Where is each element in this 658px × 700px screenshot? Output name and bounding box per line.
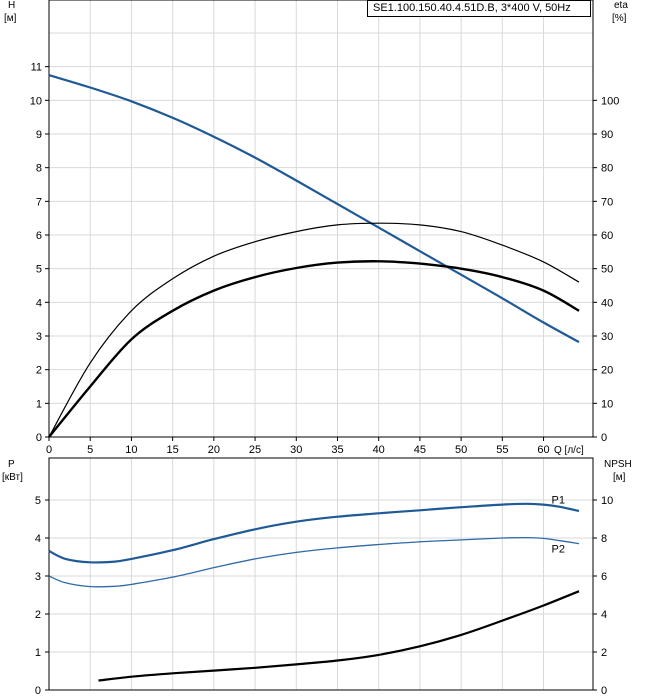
head-curve: [48, 74, 580, 344]
efficiency-tick-label: 30: [601, 331, 613, 343]
efficiency-tick-label: 10: [601, 398, 613, 410]
efficiency-axis-title: eta: [614, 0, 628, 11]
head-tick-label: 4: [36, 297, 42, 309]
head-tick-label: 6: [36, 230, 42, 242]
power-tick-label: 5: [35, 495, 41, 507]
efficiency-tick-label: 100: [601, 95, 619, 107]
head-tick-label: 9: [36, 129, 42, 141]
x-tick-label: 45: [414, 444, 426, 456]
npsh-tick-label: 8: [601, 533, 607, 545]
efficiency-tick-label: 0: [601, 432, 607, 444]
x-tick-label: 35: [331, 444, 343, 456]
efficiency-curve-bold: [48, 260, 580, 438]
series-label-p2: P2: [552, 543, 565, 555]
npsh-tick-label: 6: [601, 571, 607, 583]
efficiency-axis-unit: [%]: [612, 13, 627, 24]
head-tick-label: 5: [36, 264, 42, 276]
efficiency-tick-label: 70: [601, 196, 613, 208]
head-plot-grid: [48, 0, 593, 438]
x-tick-label: 60: [537, 444, 549, 456]
x-tick-label: 5: [87, 444, 93, 456]
npsh-tick-label: 0: [601, 685, 607, 697]
head-tick-label: 8: [36, 163, 42, 175]
power-tick-label: 0: [35, 685, 41, 697]
head-tick-label: 11: [31, 62, 42, 74]
efficiency-tick-label: 80: [601, 163, 613, 175]
power-axis-unit: [кВт]: [2, 472, 23, 483]
x-tick-label: 40: [373, 444, 385, 456]
head-axis-title: H: [8, 0, 15, 11]
x-axis-label: Q [л/с]: [554, 445, 584, 456]
power-tick-label: 4: [35, 533, 41, 545]
head-tick-label: 7: [36, 196, 42, 208]
head-tick-label: 0: [36, 432, 42, 444]
power-tick-label: 3: [35, 571, 41, 583]
series-layer: P1 P2: [48, 74, 580, 682]
npsh-tick-label: 2: [601, 647, 607, 659]
power-tick-label: 2: [35, 609, 41, 621]
npsh-axis-unit: [м]: [613, 472, 626, 483]
efficiency-tick-label: 40: [601, 297, 613, 309]
npsh-tick-label: 4: [601, 609, 607, 621]
axis-ticks: 0 5 10 15 20 25 30 35 40 45 50 55 600123456789101101…: [30, 62, 620, 697]
head-plot-frame: [48, 0, 594, 438]
npsh-axis-title: NPSH: [604, 459, 632, 470]
head-tick-label: 1: [36, 398, 42, 410]
p2-curve: [48, 536, 580, 588]
plot-frames: [48, 0, 594, 691]
pump-model-label: SE1.100.150.40.4.51D.B, 3*400 V, 50Hz: [367, 0, 591, 17]
efficiency-tick-label: 50: [601, 264, 613, 276]
npsh-tick-label: 10: [601, 495, 613, 507]
power-tick-label: 1: [35, 647, 41, 659]
efficiency-tick-label: 60: [601, 230, 613, 242]
efficiency-tick-label: 20: [601, 365, 613, 377]
efficiency-curve-thin: [48, 222, 580, 438]
power-plot-grid: [48, 458, 593, 691]
x-tick-label: 10: [125, 444, 137, 456]
x-tick-label: 15: [167, 444, 179, 456]
power-plot-frame: [48, 457, 594, 691]
head-tick-label: 3: [36, 331, 42, 343]
series-label-p1: P1: [552, 495, 565, 507]
p1-curve: [48, 502, 580, 564]
efficiency-tick-label: 90: [601, 129, 613, 141]
x-tick-label: 0: [46, 444, 52, 456]
x-tick-label: 55: [496, 444, 508, 456]
x-tick-label: 25: [249, 444, 261, 456]
npsh-curve: [98, 590, 580, 682]
head-tick-label: 10: [30, 95, 42, 107]
x-tick-label: 30: [290, 444, 302, 456]
head-axis-unit: [м]: [4, 13, 17, 24]
head-tick-label: 2: [36, 365, 42, 377]
x-tick-label: 50: [455, 444, 467, 456]
x-tick-label: 20: [208, 444, 220, 456]
power-axis-title: P: [8, 459, 15, 470]
